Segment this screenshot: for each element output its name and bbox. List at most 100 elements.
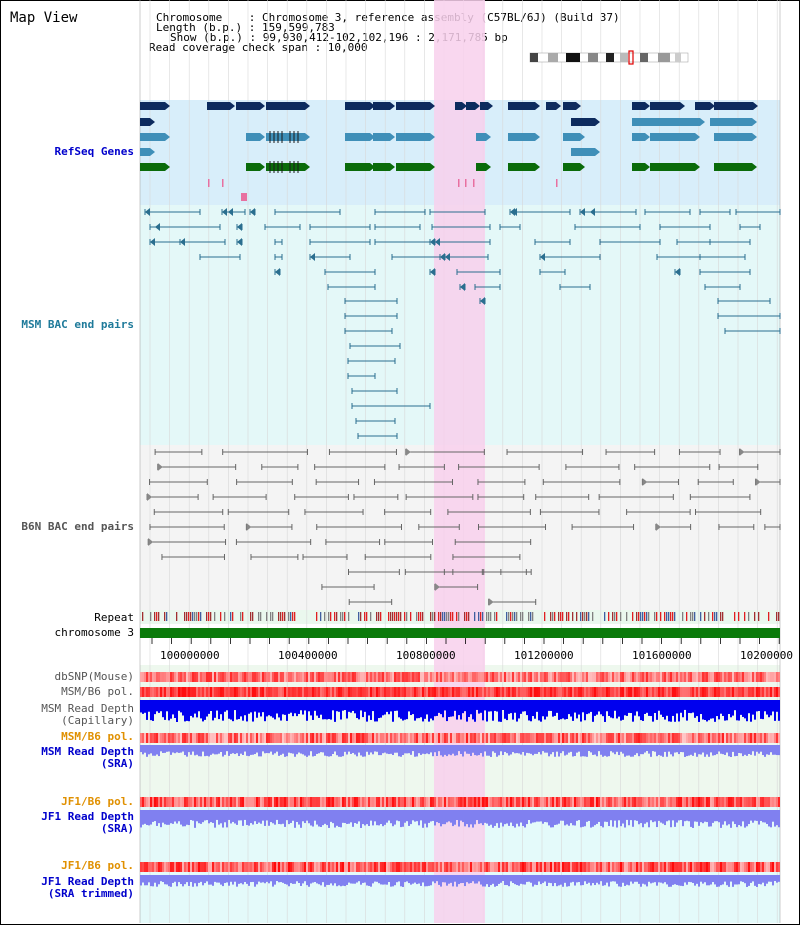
- polymorphism-cell: [240, 862, 242, 872]
- polymorphism-cell: [766, 862, 768, 872]
- polymorphism-cell: [408, 733, 410, 743]
- repeat-element: [514, 612, 516, 621]
- polymorphism-cell: [152, 687, 154, 697]
- track-label-msm-bac[interactable]: MSM BAC end pairs: [21, 318, 134, 331]
- track-label-jf1-pol-trimmed[interactable]: JF1/B6 pol.: [61, 859, 134, 872]
- track-label-msm-pol-sra[interactable]: MSM/B6 pol.: [61, 730, 134, 743]
- polymorphism-cell: [548, 733, 550, 743]
- read-depth-bar: [490, 810, 492, 825]
- polymorphism-cell: [574, 687, 576, 697]
- read-depth-bar: [676, 745, 678, 753]
- polymorphism-cell: [652, 862, 654, 872]
- b6n-bac-arrow: [246, 523, 252, 531]
- read-depth-bar: [440, 810, 442, 827]
- read-depth-bar: [676, 700, 678, 714]
- polymorphism-cell: [614, 733, 616, 743]
- track-label-refseq-genes[interactable]: RefSeq Genes: [54, 145, 134, 158]
- polymorphism-cell: [646, 862, 648, 872]
- read-depth-bar: [512, 875, 514, 883]
- polymorphism-cell: [222, 733, 224, 743]
- polymorphism-cell: [146, 862, 148, 872]
- read-depth-bar: [764, 875, 766, 887]
- polymorphism-cell: [722, 797, 724, 807]
- read-depth-bar: [230, 810, 232, 824]
- polymorphism-cell: [658, 687, 660, 697]
- read-depth-bar: [698, 875, 700, 887]
- polymorphism-cell: [770, 733, 772, 743]
- read-depth-bar: [744, 875, 746, 884]
- polymorphism-cell: [526, 672, 528, 682]
- track-label-chromosome[interactable]: chromosome 3: [54, 626, 134, 639]
- polymorphism-cell: [330, 733, 332, 743]
- polymorphism-cell: [546, 733, 548, 743]
- gene-feature: [455, 102, 462, 110]
- read-depth-bar: [186, 700, 188, 721]
- repeat-element: [490, 612, 492, 621]
- polymorphism-cell: [756, 672, 758, 682]
- track-label-msm-pol-capillary[interactable]: MSM/B6 pol.: [61, 685, 134, 698]
- polymorphism-cell: [534, 797, 536, 807]
- repeat-element: [544, 612, 546, 621]
- repeat-element: [580, 612, 582, 621]
- polymorphism-cell: [748, 862, 750, 872]
- polymorphism-cell: [216, 862, 218, 872]
- polymorphism-cell: [330, 687, 332, 697]
- read-depth-bar: [636, 745, 638, 754]
- read-depth-bar: [400, 700, 402, 719]
- polymorphism-cell: [662, 672, 664, 682]
- polymorphism-cell: [434, 862, 436, 872]
- polymorphism-cell: [756, 733, 758, 743]
- track-label-msm-depth-sra[interactable]: MSM Read Depth: [41, 745, 134, 758]
- track-label-msm-depth-capillary[interactable]: MSM Read Depth: [41, 702, 134, 715]
- polymorphism-cell: [530, 672, 532, 682]
- read-depth-bar: [478, 700, 480, 714]
- polymorphism-cell: [508, 797, 510, 807]
- read-depth-bar: [598, 700, 600, 712]
- polymorphism-cell: [192, 797, 194, 807]
- gene-feature: [546, 102, 556, 110]
- polymorphism-cell: [576, 797, 578, 807]
- polymorphism-cell: [614, 672, 616, 682]
- gene-feature: [266, 102, 305, 110]
- read-depth-bar: [330, 700, 332, 720]
- read-depth-bar: [396, 810, 398, 821]
- read-depth-bar: [404, 700, 406, 720]
- polymorphism-cell: [532, 672, 534, 682]
- read-depth-bar: [410, 700, 412, 716]
- read-depth-bar: [328, 875, 330, 885]
- polymorphism-cell: [312, 862, 314, 872]
- polymorphism-cell: [276, 733, 278, 743]
- read-depth-bar: [500, 700, 502, 722]
- polymorphism-cell: [392, 733, 394, 743]
- polymorphism-cell: [402, 687, 404, 697]
- polymorphism-cell: [552, 862, 554, 872]
- msm-bac-arrow: [445, 253, 450, 261]
- polymorphism-cell: [394, 862, 396, 872]
- read-depth-bar: [672, 700, 674, 716]
- polymorphism-cell: [436, 797, 438, 807]
- polymorphism-cell: [632, 733, 634, 743]
- read-depth-bar: [630, 875, 632, 882]
- track-label-dbsnp[interactable]: dbSNP(Mouse): [54, 670, 134, 683]
- polymorphism-cell: [748, 687, 750, 697]
- repeat-element: [158, 612, 160, 621]
- polymorphism-cell: [176, 862, 178, 872]
- polymorphism-cell: [388, 797, 390, 807]
- polymorphism-cell: [726, 733, 728, 743]
- track-label-b6n-bac[interactable]: B6N BAC end pairs: [21, 520, 134, 533]
- polymorphism-cell: [150, 672, 152, 682]
- polymorphism-cell: [464, 733, 466, 743]
- read-depth-bar: [158, 875, 160, 885]
- polymorphism-cell: [454, 797, 456, 807]
- polymorphism-cell: [342, 687, 344, 697]
- polymorphism-cell: [470, 862, 472, 872]
- track-label-repeat[interactable]: Repeat: [94, 611, 134, 624]
- track-label-jf1-depth-trimmed[interactable]: JF1 Read Depth: [41, 875, 134, 888]
- read-depth-bar: [272, 700, 274, 718]
- polymorphism-cell: [686, 862, 688, 872]
- track-label-jf1-depth-sra[interactable]: JF1 Read Depth: [41, 810, 134, 823]
- repeat-element: [406, 612, 408, 621]
- track-label-jf1-pol-sra[interactable]: JF1/B6 pol.: [61, 795, 134, 808]
- polymorphism-cell: [544, 672, 546, 682]
